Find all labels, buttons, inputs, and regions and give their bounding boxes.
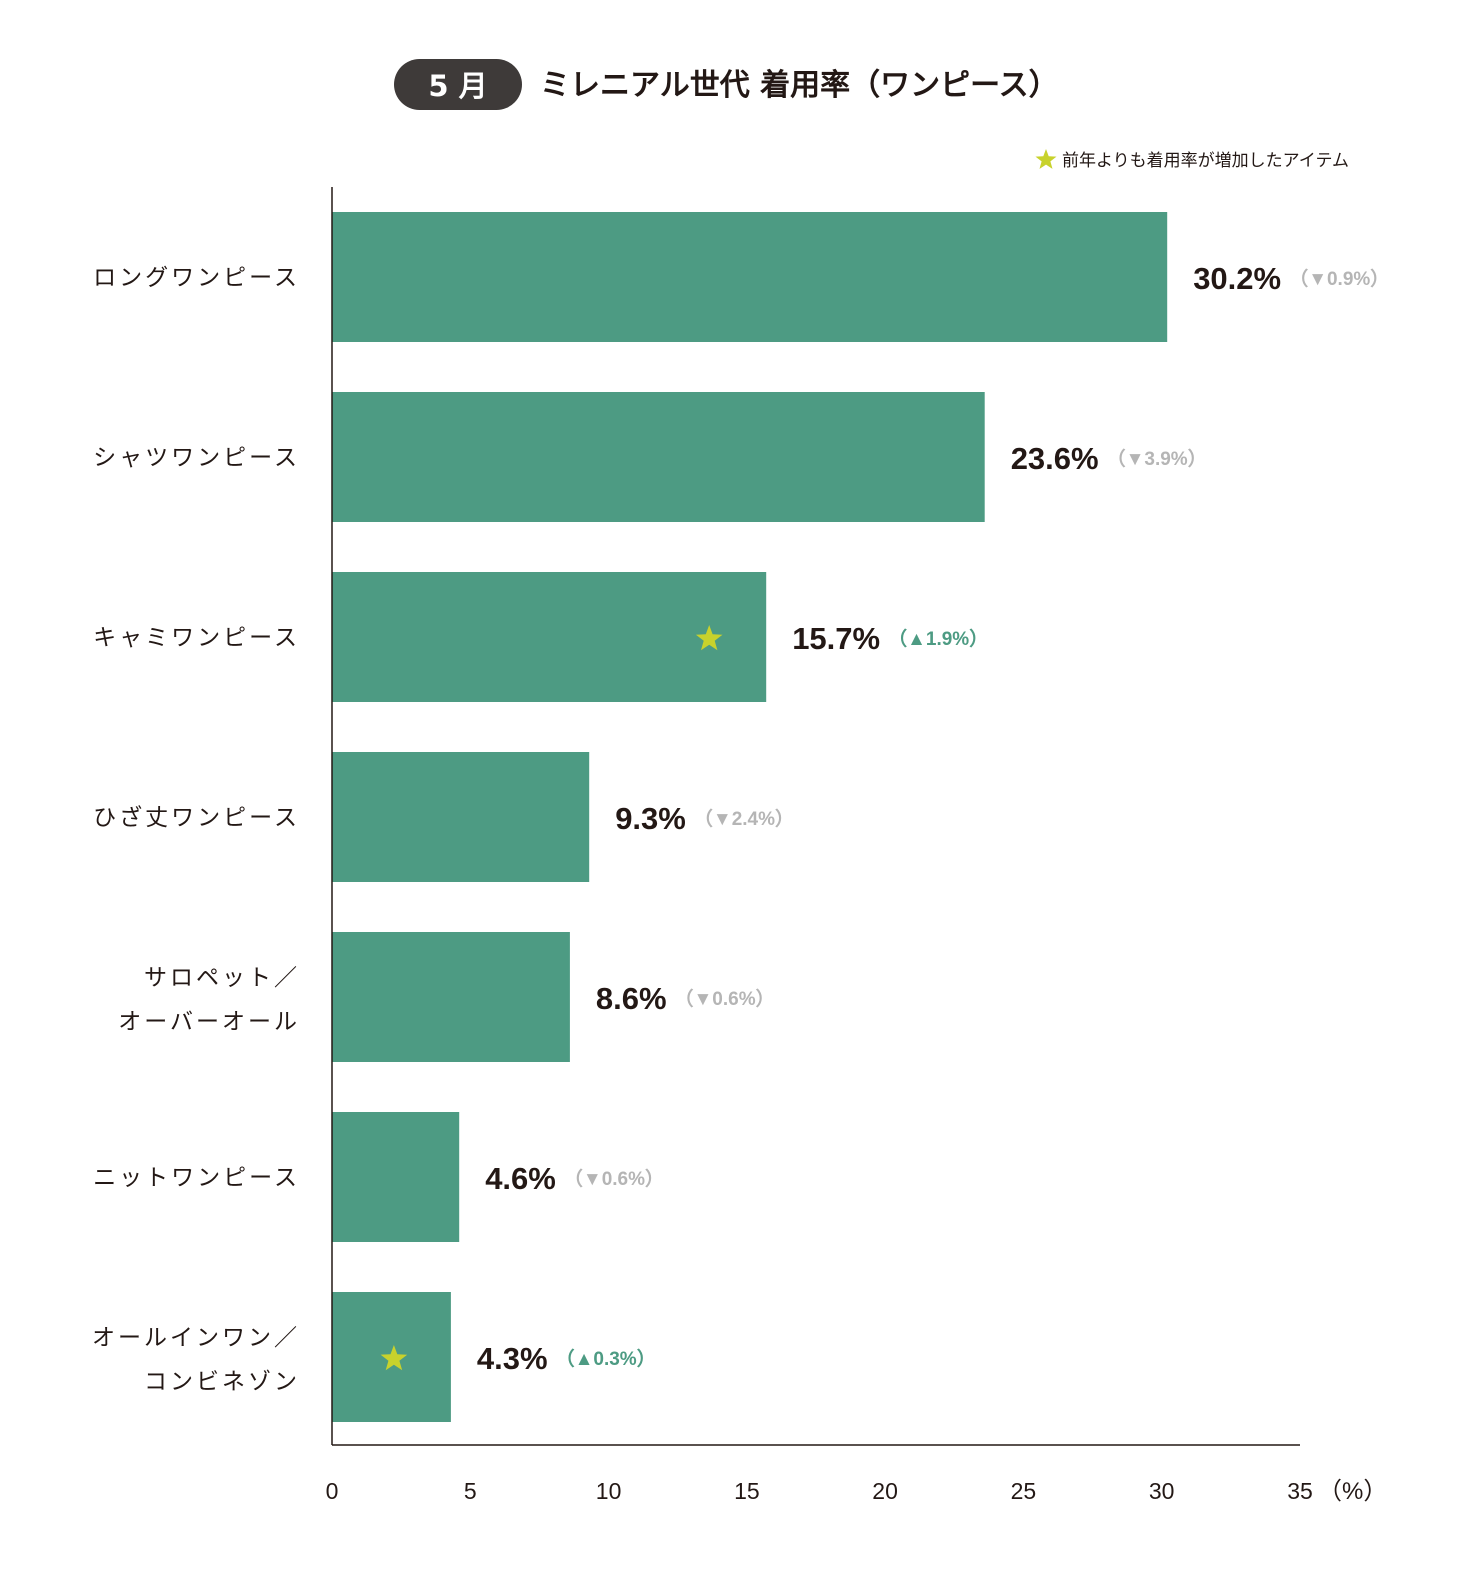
month-badge xyxy=(394,59,522,110)
category-label: ニットワンピース xyxy=(93,1165,300,1191)
category-label: ひざ丈ワンピース xyxy=(93,804,300,831)
value-label: 23.6% xyxy=(1011,441,1099,476)
category-label: オーバーオール xyxy=(118,1009,300,1035)
month-badge-label: 5 月 xyxy=(428,69,487,103)
x-tick-label: 25 xyxy=(1011,1478,1037,1504)
category-label: シャツワンピース xyxy=(93,445,300,471)
value-label: 15.7% xyxy=(792,621,880,656)
x-tick-label: 35 xyxy=(1287,1478,1313,1504)
x-tick-labels: 0 5 10 15 20 25 30 35 xyxy=(326,1478,1313,1504)
chart-header: 5 月 ミレニアル世代 着用率（ワンピース） xyxy=(394,59,1059,110)
value-label: 8.6% xyxy=(596,981,667,1016)
category-label: キャミワンピース xyxy=(93,625,300,651)
change-label: （▼3.9%） xyxy=(1107,447,1207,470)
chart-title: ミレニアル世代 着用率（ワンピース） xyxy=(540,68,1059,103)
axes xyxy=(331,187,1300,1446)
x-tick-label: 0 xyxy=(326,1478,339,1504)
category-label: オールインワン／ xyxy=(92,1325,300,1351)
x-tick-label: 15 xyxy=(734,1478,760,1504)
value-label: 4.3% xyxy=(477,1341,548,1376)
change-label: （▲1.9%） xyxy=(888,627,988,650)
value-label: 30.2% xyxy=(1193,261,1281,296)
value-label: 4.6% xyxy=(485,1161,556,1196)
change-label: （▼0.6%） xyxy=(564,1167,664,1190)
category-label: サロペット／ xyxy=(144,965,300,991)
category-label: コンビネゾン xyxy=(144,1369,300,1395)
change-label: （▼2.4%） xyxy=(694,807,794,830)
bar xyxy=(332,932,570,1062)
legend-text: 前年よりも着用率が増加したアイテム xyxy=(1062,151,1349,171)
bar xyxy=(332,752,590,882)
change-label: （▼0.9%） xyxy=(1289,267,1389,290)
x-tick-label: 30 xyxy=(1149,1478,1175,1504)
increase-star-icon xyxy=(695,625,723,651)
legend-star-icon xyxy=(1035,149,1057,169)
value-labels: 30.2% （▼0.9%） 23.6% （▼3.9%） 15.7% （▲1.9%） 9.3%… xyxy=(477,261,1389,1376)
x-tick-label: 10 xyxy=(596,1478,622,1504)
change-label: （▼0.6%） xyxy=(675,987,775,1010)
bars xyxy=(332,212,1168,1422)
chart-legend: 前年よりも着用率が増加したアイテム xyxy=(1035,149,1349,171)
x-axis-unit-label: （%） xyxy=(1318,1478,1387,1505)
bar xyxy=(332,1112,460,1242)
value-label: 9.3% xyxy=(615,801,686,836)
x-tick-label: 20 xyxy=(872,1478,898,1504)
change-label: （▲0.3%） xyxy=(556,1347,656,1370)
x-tick-label: 5 xyxy=(464,1478,477,1504)
bar xyxy=(332,392,985,522)
category-label: ロングワンピース xyxy=(93,265,300,291)
bar xyxy=(332,572,767,702)
increase-star-icon xyxy=(380,1345,408,1371)
bar xyxy=(332,212,1168,342)
